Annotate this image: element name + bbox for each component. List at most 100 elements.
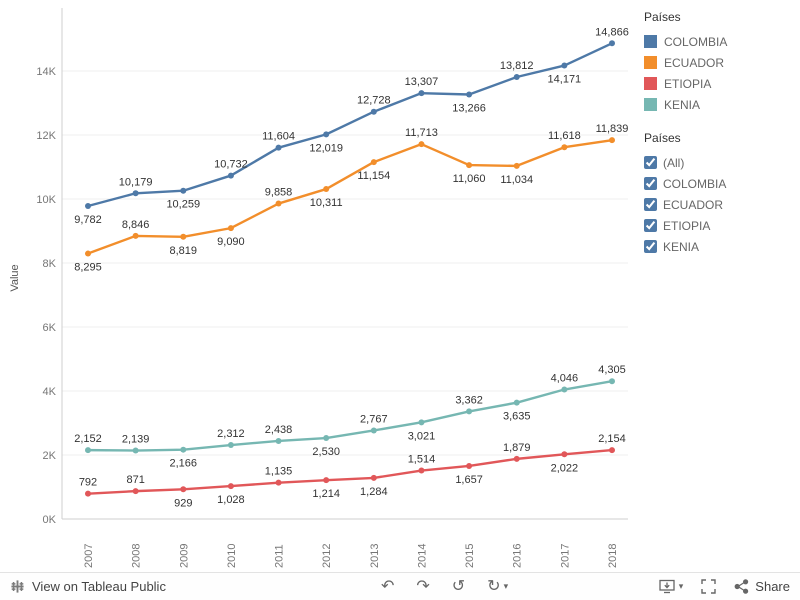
etiopia-checkbox[interactable] <box>644 219 657 232</box>
filter-option-label: KENIA <box>663 239 700 254</box>
download-icon <box>659 579 675 594</box>
ecuador-checkbox[interactable] <box>644 198 657 211</box>
svg-text:14K: 14K <box>36 66 56 78</box>
svg-text:4,305: 4,305 <box>598 364 626 376</box>
filter-option-kenia[interactable]: KENIA <box>642 236 796 257</box>
view-on-tableau-label: View on Tableau Public <box>32 579 166 594</box>
svg-text:2,139: 2,139 <box>122 434 150 446</box>
legend-item-label: ECUADOR <box>664 55 725 70</box>
svg-text:10,259: 10,259 <box>166 199 200 211</box>
svg-text:929: 929 <box>174 497 192 509</box>
svg-text:3,362: 3,362 <box>455 394 483 406</box>
svg-text:2007: 2007 <box>83 544 95 568</box>
svg-text:1,028: 1,028 <box>217 494 245 506</box>
svg-text:1,135: 1,135 <box>265 466 293 478</box>
svg-text:9,090: 9,090 <box>217 236 245 248</box>
redo-button[interactable]: ↷ <box>416 577 430 595</box>
filter-option-all[interactable]: (All) <box>642 152 796 173</box>
legend-item-ecuador[interactable]: ECUADOR <box>642 52 796 73</box>
share-icon <box>734 579 749 594</box>
svg-text:13,812: 13,812 <box>500 60 534 72</box>
svg-text:2014: 2014 <box>416 544 428 568</box>
svg-text:10,732: 10,732 <box>214 159 248 171</box>
legend-item-label: COLOMBIA <box>664 34 728 49</box>
svg-text:12K: 12K <box>36 130 56 142</box>
svg-text:792: 792 <box>79 477 97 489</box>
svg-text:4,046: 4,046 <box>551 373 579 385</box>
legend-item-colombia[interactable]: COLOMBIA <box>642 31 796 52</box>
all-checkbox[interactable] <box>644 156 657 169</box>
svg-text:2012: 2012 <box>321 544 333 568</box>
svg-text:3,021: 3,021 <box>408 430 436 442</box>
svg-text:1,214: 1,214 <box>312 488 340 500</box>
line-chart[interactable]: 0K 2K 4K 6K 8K 10K 12K 14K Value 2007 2008 2009 2010… <box>0 0 640 572</box>
colombia-checkbox[interactable] <box>644 177 657 190</box>
legend-item-etiopia[interactable]: ETIOPIA <box>642 73 796 94</box>
svg-text:2017: 2017 <box>559 544 571 568</box>
svg-text:1,284: 1,284 <box>360 486 388 498</box>
country-filter: Países (All) COLOMBIA ECUADOR ETIOPIA <box>642 131 796 257</box>
svg-text:11,154: 11,154 <box>357 170 390 182</box>
svg-text:2,154: 2,154 <box>598 433 626 445</box>
fullscreen-icon <box>701 579 716 594</box>
svg-text:11,618: 11,618 <box>548 130 581 142</box>
svg-text:2018: 2018 <box>607 544 619 568</box>
redo-icon: ↷ <box>416 577 430 595</box>
svg-text:14,171: 14,171 <box>548 74 582 86</box>
right-panel: Países COLOMBIA ECUADOR ETIOPIA KENIA <box>640 0 800 572</box>
filter-title: Países <box>644 131 681 145</box>
refresh-icon: ↻ <box>487 577 501 595</box>
view-on-tableau-link[interactable]: View on Tableau Public <box>10 579 166 594</box>
share-button[interactable]: Share <box>734 579 790 594</box>
tableau-logo-icon <box>11 580 24 593</box>
colombia-swatch-icon <box>644 35 657 48</box>
ecuador-swatch-icon <box>644 56 657 69</box>
svg-text:4K: 4K <box>43 386 57 398</box>
svg-text:2011: 2011 <box>274 544 286 568</box>
svg-text:2,022: 2,022 <box>551 462 579 474</box>
svg-text:10,179: 10,179 <box>119 176 153 188</box>
svg-text:2009: 2009 <box>178 544 190 568</box>
undo-icon: ↶ <box>380 577 395 595</box>
color-legend: Países COLOMBIA ECUADOR ETIOPIA KENIA <box>642 10 796 115</box>
svg-text:2,530: 2,530 <box>312 446 340 458</box>
refresh-button[interactable]: ↻ ▾ <box>487 577 508 595</box>
filter-option-colombia[interactable]: COLOMBIA <box>642 173 796 194</box>
filter-option-label: ETIOPIA <box>663 218 711 233</box>
svg-text:2,166: 2,166 <box>170 458 198 470</box>
svg-text:10,311: 10,311 <box>310 197 343 209</box>
svg-text:8K: 8K <box>43 258 57 270</box>
svg-text:8,295: 8,295 <box>74 262 102 274</box>
filter-option-etiopia[interactable]: ETIOPIA <box>642 215 796 236</box>
reset-icon: ↺ <box>451 577 466 595</box>
share-label: Share <box>755 579 790 594</box>
svg-text:2K: 2K <box>43 450 57 462</box>
chevron-down-icon: ▾ <box>678 581 684 591</box>
svg-text:2,438: 2,438 <box>265 424 293 436</box>
svg-text:1,879: 1,879 <box>503 442 531 454</box>
svg-text:871: 871 <box>126 474 144 486</box>
fullscreen-button[interactable] <box>701 579 716 594</box>
visualization-area: 0K 2K 4K 6K 8K 10K 12K 14K Value 2007 2008 2009 2010… <box>0 0 800 572</box>
etiopia-swatch-icon <box>644 77 657 90</box>
undo-button[interactable]: ↶ <box>380 577 395 595</box>
filter-option-label: (All) <box>663 155 685 170</box>
svg-text:12,019: 12,019 <box>309 142 343 154</box>
filter-option-label: ECUADOR <box>663 197 724 212</box>
svg-text:14,866: 14,866 <box>595 26 629 38</box>
svg-text:2010: 2010 <box>226 544 238 568</box>
filter-option-ecuador[interactable]: ECUADOR <box>642 194 796 215</box>
download-button[interactable]: ▾ <box>659 579 684 594</box>
svg-text:13,266: 13,266 <box>452 102 486 114</box>
reset-button[interactable]: ↺ <box>451 577 466 595</box>
svg-text:11,060: 11,060 <box>453 173 486 185</box>
kenia-checkbox[interactable] <box>644 240 657 253</box>
tableau-toolbar: View on Tableau Public ↶ ↷ ↺ ↻ ▾ ▾ <box>0 572 800 600</box>
svg-text:2,312: 2,312 <box>217 428 245 440</box>
legend-item-kenia[interactable]: KENIA <box>642 94 796 115</box>
svg-text:9,782: 9,782 <box>74 214 102 226</box>
svg-text:2008: 2008 <box>131 544 143 568</box>
svg-text:1,657: 1,657 <box>455 474 483 486</box>
legend-title: Países <box>644 10 681 24</box>
